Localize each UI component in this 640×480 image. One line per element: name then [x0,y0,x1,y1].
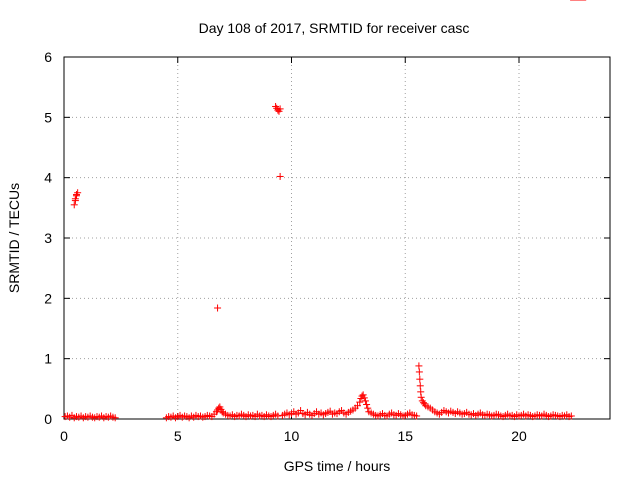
data-point [353,402,361,410]
y-tick-label: 2 [44,290,52,306]
data-point [361,397,369,405]
data-point [415,368,423,376]
data-point [416,382,424,390]
data-point [416,375,424,383]
data-point [356,398,364,406]
data-point [74,189,82,197]
x-axis-label: GPS time / hours [284,458,391,474]
y-axis-label: SRMTID / TECUs [6,183,22,293]
y-tick-label: 3 [44,230,52,246]
data-point [272,102,280,110]
data-point [360,394,368,402]
data-point [417,393,425,401]
x-tick-label: 15 [397,428,413,444]
data-point [276,172,284,180]
x-tick-label: 0 [60,428,68,444]
x-tick-label: 20 [511,428,527,444]
data-point [413,412,421,420]
data-point [70,201,78,209]
y-tick-labels: 0 1 2 3 4 5 6 [44,49,52,427]
y-tick-label: 0 [44,411,52,427]
data-point [421,400,429,408]
data-point [111,414,119,422]
x-tick-label: 10 [284,428,300,444]
data-point [363,401,371,409]
data-point [364,404,372,412]
y-tick-label: 1 [44,351,52,367]
x-tick-label: 5 [174,428,182,444]
y-tick-label: 6 [44,49,52,65]
grid-lines [64,57,610,419]
x-tick-labels: 0 5 10 15 20 [60,428,527,444]
chart-title: Day 108 of 2017, SRMTID for receiver cas… [199,20,470,36]
data-point [276,105,284,113]
y-tick-label: 4 [44,170,52,186]
data-point [415,362,423,370]
plot-frame [63,56,611,420]
data-points [61,0,587,422]
data-point [567,412,575,420]
data-point [359,391,367,399]
data-point [274,412,282,420]
y-tick-label: 5 [44,109,52,125]
data-point [73,191,81,199]
data-point [214,304,222,312]
data-point [71,195,79,203]
